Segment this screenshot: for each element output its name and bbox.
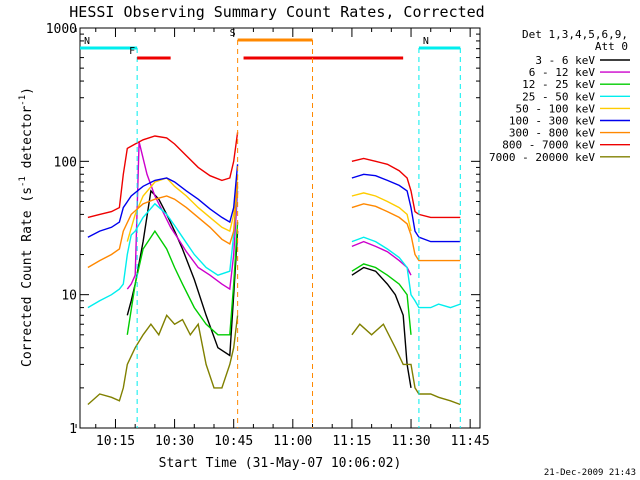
legend-label: 25 - 50 keV — [522, 90, 595, 103]
plot-frame — [79, 27, 481, 429]
legend-label: 3 - 6 keV — [535, 54, 595, 67]
series-line-7 — [87, 132, 461, 219]
legend-label: 100 - 300 keV — [509, 115, 595, 128]
x-axis-label: Start Time (31-May-07 10:06:02) — [159, 456, 402, 471]
y-axis-label-exp1: -1 — [18, 176, 28, 187]
legend-label: 50 - 100 keV — [516, 102, 596, 115]
x-tick-label: 11:15 — [332, 434, 371, 449]
series-line-2 — [126, 222, 412, 336]
legend-label: 300 - 800 keV — [509, 127, 595, 140]
x-tick-label: 11:45 — [451, 434, 490, 449]
y-axis-label-mid: detector — [20, 106, 35, 177]
x-tick-label: 10:30 — [155, 434, 194, 449]
plot-area: 1 10 100 1000 10:15 10:30 10:45 11:00 11:15 11:30… — [46, 22, 490, 449]
y-axis-label-main: Corrected Count Rate (s — [20, 187, 35, 367]
marker-label-0: N — [84, 36, 90, 47]
y-tick-label: 10 — [61, 289, 77, 304]
x-tick-label: 11:30 — [391, 434, 430, 449]
series-line-3 — [87, 186, 461, 309]
svg-text:Corrected Count Rate (s-1 dete: Corrected Count Rate (s-1 detector-1) — [18, 87, 35, 367]
legend-label: 12 - 25 keV — [522, 78, 595, 91]
x-tick-label: 11:00 — [273, 434, 312, 449]
x-tick-label: 10:45 — [214, 434, 253, 449]
y-tick-label: 1 — [69, 422, 77, 437]
legend-label: 7000 - 20000 keV — [489, 151, 595, 164]
y-tick-label: 100 — [54, 155, 77, 170]
series-line-4 — [126, 174, 412, 242]
y-axis-label: Corrected Count Rate (s-1 detector-1) — [18, 87, 35, 367]
y-axis-label-exp2: -1 — [18, 95, 28, 106]
series-line-5 — [87, 164, 461, 243]
marker-label-4: S — [230, 28, 236, 39]
x-tick-label: 10:15 — [96, 434, 135, 449]
series-line-1 — [126, 141, 412, 291]
legend-label: 800 - 7000 keV — [502, 139, 595, 152]
series-line-8 — [87, 313, 461, 406]
marker-label-1: N — [423, 36, 429, 47]
y-axis-label-end: ) — [20, 87, 35, 95]
y-tick-label: 1000 — [46, 22, 77, 37]
legend-header: Det 1,3,4,5,6,9, — [522, 28, 628, 41]
timestamp: 21-Dec-2009 21:43 — [544, 468, 636, 478]
chart-title: HESSI Observing Summary Count Rates, Cor… — [69, 3, 484, 21]
marker-label-2: F — [129, 46, 135, 57]
legend-label: 6 - 12 keV — [529, 66, 596, 79]
series-line-0 — [126, 189, 412, 389]
series-line-6 — [87, 181, 461, 269]
legend-header: Att 0 — [595, 40, 628, 53]
